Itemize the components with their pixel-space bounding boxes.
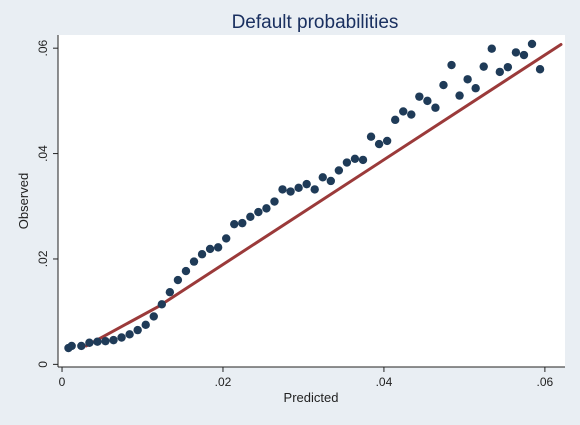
data-point — [141, 320, 150, 330]
data-point — [487, 44, 496, 53]
data-point — [157, 300, 167, 309]
data-point — [213, 243, 223, 252]
data-point — [189, 257, 199, 266]
data-point — [334, 166, 344, 175]
data-point — [165, 287, 175, 297]
data-point — [310, 185, 319, 194]
data-point — [382, 136, 392, 146]
data-point — [407, 110, 416, 119]
data-point — [221, 234, 231, 243]
x-tick-label: .06 — [537, 375, 554, 389]
data-point — [302, 179, 311, 189]
ticks-layer: 0 .02 .04 .06 0 .02 .04 .06 — [36, 40, 554, 389]
x-tick-label: 0 — [59, 375, 66, 389]
data-point — [173, 275, 183, 285]
data-point — [77, 341, 86, 351]
data-point — [503, 62, 513, 72]
data-point — [399, 107, 408, 116]
data-point — [197, 250, 207, 259]
data-point — [366, 132, 376, 141]
data-point — [318, 173, 327, 182]
data-point — [326, 176, 336, 186]
data-point — [254, 207, 263, 217]
points-layer — [64, 39, 545, 353]
data-point — [439, 80, 448, 90]
data-point — [342, 158, 352, 167]
data-point — [463, 75, 472, 84]
data-point — [390, 115, 400, 125]
data-point — [117, 333, 126, 342]
data-point — [93, 337, 102, 346]
data-point — [205, 244, 215, 254]
y-tick-label: .04 — [36, 145, 50, 162]
data-point — [471, 84, 480, 93]
data-point — [535, 65, 545, 74]
y-tick-label: .06 — [36, 40, 50, 57]
data-point — [294, 183, 303, 193]
data-point — [455, 91, 464, 100]
data-point — [447, 60, 456, 70]
data-point — [109, 335, 118, 345]
data-point — [286, 187, 295, 196]
y-tick-label: 0 — [36, 361, 50, 368]
data-point — [278, 185, 287, 194]
data-point — [262, 204, 271, 213]
y-axis-label: Observed — [16, 173, 31, 229]
data-point — [101, 336, 110, 346]
data-point — [415, 92, 424, 101]
data-point — [270, 197, 279, 206]
data-point — [479, 62, 488, 71]
data-point — [374, 139, 384, 149]
data-point — [423, 96, 432, 106]
plot-background — [58, 35, 565, 367]
data-point — [238, 218, 247, 228]
data-point — [246, 212, 255, 222]
data-point — [358, 155, 368, 165]
data-point — [511, 48, 521, 57]
data-point — [230, 219, 239, 229]
data-point — [85, 338, 94, 347]
x-tick-label: .04 — [376, 375, 393, 389]
data-point — [495, 67, 505, 77]
data-point — [133, 325, 142, 335]
data-point — [527, 39, 537, 49]
data-point — [431, 103, 440, 112]
x-axis-label: Predicted — [284, 390, 339, 405]
x-tick-label: .02 — [215, 375, 232, 389]
chart-title: Default probabilities — [232, 12, 399, 33]
data-point — [125, 330, 134, 339]
data-point — [149, 312, 158, 321]
data-point — [181, 266, 191, 276]
data-point — [350, 154, 360, 164]
y-tick-label: .02 — [36, 250, 50, 267]
data-point — [519, 50, 529, 60]
data-point — [67, 341, 76, 351]
